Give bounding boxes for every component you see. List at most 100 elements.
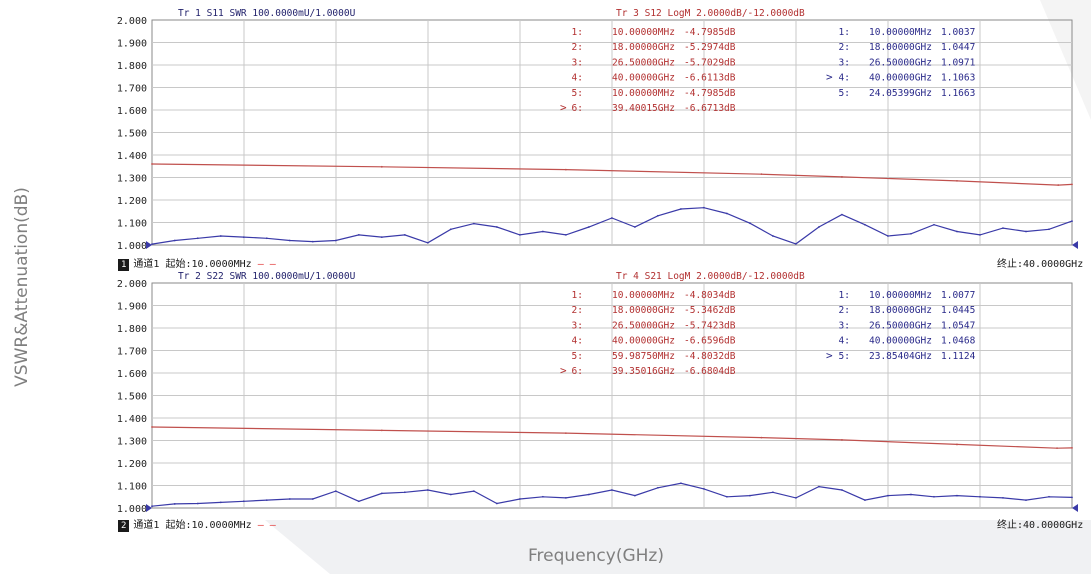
logm-point	[841, 439, 843, 441]
blue-marker-frequency: 26.50000GHz	[869, 320, 932, 331]
red-marker-number: 1:	[572, 290, 583, 301]
active-marker-indicator: >	[826, 349, 833, 362]
channel-badge: 2	[118, 520, 130, 532]
blue-marker-frequency: 23.85404GHz	[869, 351, 932, 362]
footer-dash: — —	[257, 520, 276, 531]
swr-point	[633, 226, 636, 228]
swr-point	[979, 495, 981, 498]
y-tick-label: 1.200	[117, 196, 147, 207]
channel-text: 通道1	[133, 259, 160, 270]
y-tick-label: 1.300	[117, 437, 147, 448]
trace-header-left: Tr 2 S22 SWR 100.0000mU/1.0000U	[178, 271, 356, 282]
swr-point	[680, 208, 682, 210]
swr-point	[403, 233, 406, 236]
swr-point	[311, 240, 314, 243]
y-tick-label: 2.000	[117, 16, 147, 27]
swr-point	[151, 505, 153, 508]
swr-point	[1048, 495, 1050, 498]
swr-point	[1002, 496, 1004, 499]
blue-marker-frequency: 40.00000GHz	[869, 336, 932, 347]
swr-point	[288, 239, 291, 242]
logm-point	[380, 165, 383, 168]
logm-point	[151, 426, 153, 428]
red-marker-frequency: 40.00000GHz	[612, 73, 675, 84]
reference-marker-left	[146, 241, 152, 249]
logm-point	[564, 432, 567, 435]
swr-point	[311, 498, 314, 500]
footer-left-top: 1 通道1 起始:10.0000MHz — —	[118, 255, 276, 271]
blue-marker-frequency: 18.00000GHz	[869, 42, 932, 53]
red-marker-number: 4:	[572, 73, 583, 84]
swr-point	[703, 206, 705, 209]
swr-point	[426, 241, 429, 244]
blue-marker-value: 1.0547	[941, 320, 975, 331]
red-marker-number: 5:	[572, 88, 583, 99]
red-marker-frequency: 59.98750MHz	[612, 351, 675, 362]
swr-point	[196, 502, 199, 505]
trace-header-left: Tr 1 S11 SWR 100.0000mU/1.0000U	[178, 8, 356, 19]
reference-marker-left	[146, 504, 152, 512]
swr-point	[334, 490, 337, 493]
logm-point	[1056, 447, 1058, 450]
swr-point	[864, 499, 866, 502]
reference-marker-right	[1072, 504, 1078, 512]
swr-point	[749, 494, 751, 497]
blue-marker-number: 3:	[839, 320, 850, 331]
y-axis-label: VSWR&Attenuation(dB)	[12, 187, 32, 387]
footer-left-bottom: 2 通道1 起始:10.0000MHz — —	[118, 516, 276, 532]
swr-point	[541, 495, 544, 498]
start-frequency: 起始:10.0000MHz	[165, 259, 252, 270]
chart-panel-bottom: 2.000 1.900 1.800 1.700 1.600 1.500 1.400 1.300…	[117, 271, 1078, 515]
swr-point	[495, 502, 498, 505]
blue-marker-frequency: 10.00000MHz	[869, 290, 932, 301]
blue-marker-value: 1.0037	[941, 27, 975, 38]
red-marker-frequency: 18.00000GHz	[612, 305, 675, 316]
swr-point	[1025, 230, 1027, 233]
stop-frequency-top: 终止:40.0000GHz	[997, 259, 1084, 270]
swr-point	[265, 499, 268, 502]
swr-point	[818, 485, 820, 488]
swr-point	[726, 495, 728, 498]
swr-point	[795, 496, 797, 499]
swr-point	[680, 482, 682, 485]
swr-point	[380, 492, 383, 495]
blue-marker-number: 5:	[839, 88, 850, 99]
start-frequency: 起始:10.0000MHz	[165, 520, 252, 531]
logm-point	[1071, 183, 1073, 186]
swr-point	[933, 495, 935, 498]
red-marker-value: -5.7029dB	[684, 57, 736, 68]
blue-marker-value: 1.0447	[941, 42, 975, 53]
swr-point	[357, 500, 360, 503]
trace-header-right: Tr 3 S12 LogM 2.0000dB/-12.0000dB	[616, 8, 805, 19]
swr-point	[1048, 228, 1050, 231]
swr-point	[818, 226, 820, 228]
blue-marker-number: 1:	[839, 27, 850, 38]
blue-marker-value: 1.1063	[941, 73, 975, 84]
swr-point	[151, 243, 153, 246]
red-marker-frequency: 39.35016GHz	[612, 366, 675, 377]
footer-dash: — —	[257, 259, 276, 270]
swr-point	[403, 491, 406, 494]
red-marker-frequency: 10.00000MHz	[612, 27, 675, 38]
swr-point	[334, 239, 337, 242]
swr-point	[472, 490, 475, 493]
red-marker-frequency: 39.40015GHz	[612, 103, 675, 114]
red-marker-value: -5.3462dB	[684, 305, 736, 316]
red-marker-value: -4.8034dB	[684, 290, 736, 301]
red-marker-number: 6:	[572, 103, 583, 114]
swr-point	[472, 222, 475, 225]
red-marker-value: -4.7985dB	[684, 88, 736, 99]
channel-text: 通道1	[133, 520, 160, 531]
y-tick-label: 1.300	[117, 174, 147, 185]
swr-point	[426, 489, 429, 491]
swr-point	[1071, 220, 1073, 223]
red-marker-number: 5:	[572, 351, 583, 362]
swr-point	[518, 498, 521, 500]
y-tick-label: 1.100	[117, 219, 147, 230]
blue-marker-number: 3:	[839, 57, 850, 68]
red-marker-frequency: 26.50000GHz	[612, 57, 675, 68]
y-tick-label: 1.800	[117, 61, 147, 72]
swr-point	[726, 212, 728, 215]
